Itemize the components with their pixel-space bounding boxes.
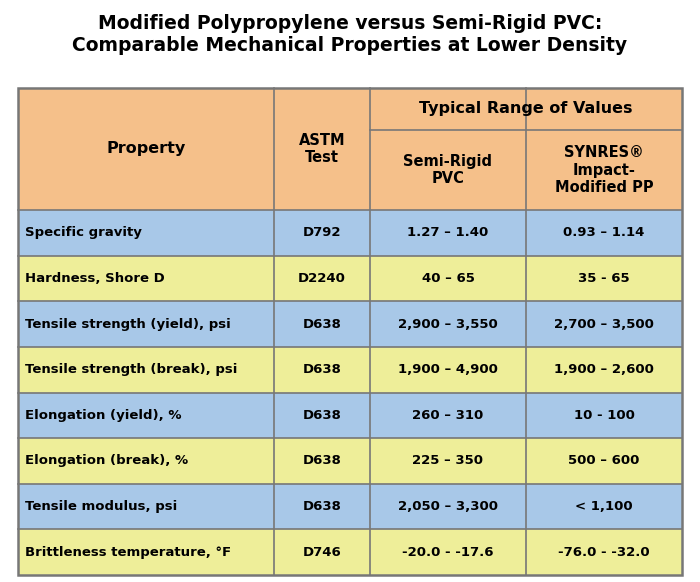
Text: 1.27 – 1.40: 1.27 – 1.40 [407,226,489,239]
Bar [18,210,682,255]
Bar [18,484,682,530]
Text: D638: D638 [302,318,341,331]
Text: D638: D638 [302,409,341,422]
Text: D638: D638 [302,500,341,513]
Text: 35 - 65: 35 - 65 [578,272,630,285]
Text: 260 – 310: 260 – 310 [412,409,484,422]
Text: Typical Range of Values: Typical Range of Values [419,101,633,116]
Bar [18,347,682,392]
Text: 40 – 65: 40 – 65 [421,272,475,285]
Text: 10 - 100: 10 - 100 [573,409,634,422]
Text: Elongation (break), %: Elongation (break), % [25,455,188,467]
Bar [18,530,682,575]
Text: 0.93 – 1.14: 0.93 – 1.14 [564,226,645,239]
Text: D638: D638 [302,363,341,376]
Text: 2,700 – 3,500: 2,700 – 3,500 [554,318,654,331]
Bar [18,392,682,438]
Text: D792: D792 [302,226,341,239]
Bar [18,88,682,210]
Text: Property: Property [106,141,186,157]
Text: 1,900 – 4,900: 1,900 – 4,900 [398,363,498,376]
Text: Tensile modulus, psi: Tensile modulus, psi [25,500,177,513]
Text: Elongation (yield), %: Elongation (yield), % [25,409,181,422]
Bar [18,88,682,575]
Text: Tensile strength (yield), psi: Tensile strength (yield), psi [25,318,231,331]
Text: Modified Polypropylene versus Semi-Rigid PVC:
Comparable Mechanical Properties a: Modified Polypropylene versus Semi-Rigid… [72,14,628,55]
Text: D746: D746 [302,546,341,559]
Text: Brittleness temperature, °F: Brittleness temperature, °F [25,546,231,559]
Bar [18,301,682,347]
Text: Hardness, Shore D: Hardness, Shore D [25,272,164,285]
Text: -20.0 - -17.6: -20.0 - -17.6 [402,546,493,559]
Text: SYNRES®
Impact-
Modified PP: SYNRES® Impact- Modified PP [554,145,653,195]
Text: 2,900 – 3,550: 2,900 – 3,550 [398,318,498,331]
Text: D2240: D2240 [298,272,346,285]
Text: 1,900 – 2,600: 1,900 – 2,600 [554,363,654,376]
Text: 225 – 350: 225 – 350 [412,455,484,467]
Text: Semi-Rigid
PVC: Semi-Rigid PVC [403,154,492,186]
Text: D638: D638 [302,455,341,467]
Text: Tensile strength (break), psi: Tensile strength (break), psi [25,363,237,376]
Text: < 1,100: < 1,100 [575,500,633,513]
Bar [18,255,682,301]
Text: -76.0 - -32.0: -76.0 - -32.0 [558,546,650,559]
Text: 2,050 – 3,300: 2,050 – 3,300 [398,500,498,513]
Text: 500 – 600: 500 – 600 [568,455,640,467]
Bar [18,438,682,484]
Text: Specific gravity: Specific gravity [25,226,142,239]
Text: ASTM
Test: ASTM Test [298,133,345,165]
